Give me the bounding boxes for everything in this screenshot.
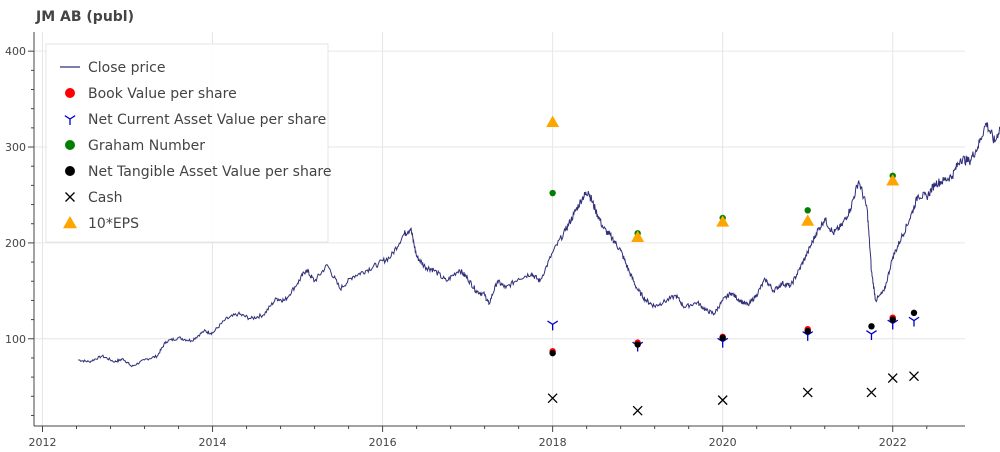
legend-swatch-marker: [65, 192, 75, 202]
y-tick-label: 100: [5, 333, 26, 346]
net-tangible-asset-value-per-share-series: [549, 309, 918, 357]
cash-point: [802, 387, 813, 398]
x-tick-label: 2016: [369, 436, 397, 449]
net-tangible-asset-value-per-share-point: [719, 334, 726, 342]
legend: Close price Book Value per share Net Curre…: [45, 43, 331, 243]
close-price-line: [78, 122, 1000, 368]
net-current-asset-value-per-share-series: [547, 316, 920, 352]
y-tick-label: 200: [5, 237, 26, 250]
legend-item-10-eps: 10*EPS: [63, 216, 139, 232]
10-eps-point: [716, 215, 730, 227]
cash-point: [717, 395, 728, 406]
legend-label: Cash: [88, 190, 123, 206]
net-tangible-asset-value-per-share-point: [634, 341, 641, 348]
legend-item-close-price: Close price: [60, 60, 165, 76]
legend-item-book-value-per-share: Book Value per share: [65, 86, 237, 102]
net-tangible-asset-value-per-share-point: [889, 316, 896, 323]
legend-item-net-current-asset-value-per-share: Net Current Asset Value per share: [64, 112, 326, 128]
legend-item-net-tangible-asset-value-per-share: Net Tangible Asset Value per share: [65, 164, 331, 180]
net-current-asset-value-per-share-point: [866, 330, 877, 340]
cash-point: [547, 393, 558, 404]
legend-label: Close price: [88, 60, 165, 76]
legend-label: Book Value per share: [88, 86, 237, 102]
net-current-asset-value-per-share-point: [887, 319, 899, 330]
legend-box: [45, 43, 329, 243]
net-tangible-asset-value-per-share-point: [549, 349, 556, 357]
x-tick-label: 2012: [29, 436, 57, 449]
cash-point: [909, 371, 919, 382]
10-eps-point: [631, 230, 645, 243]
legend-item-cash: Cash: [65, 190, 123, 206]
legend-label: Net Tangible Asset Value per share: [88, 164, 331, 180]
y-tick-label: 400: [5, 45, 26, 58]
legend-swatch-marker: [64, 115, 76, 125]
x-tick-label: 2014: [199, 436, 227, 449]
legend-label: 10*EPS: [88, 216, 139, 232]
legend-swatch-marker: [65, 166, 75, 176]
cash-series: [547, 371, 919, 416]
cash-point: [866, 387, 877, 398]
net-tangible-asset-value-per-share-point: [868, 323, 875, 330]
legend-swatch-marker: [63, 216, 77, 229]
x-tick-label: 2022: [879, 436, 907, 449]
legend-label: Graham Number: [88, 138, 205, 154]
net-current-asset-value-per-share-point: [547, 320, 559, 331]
10-eps-series: [546, 115, 900, 243]
10-eps-point: [886, 174, 900, 186]
x-tick-label: 2018: [539, 436, 567, 449]
cash-point: [887, 373, 898, 384]
net-current-asset-value-per-share-point: [908, 316, 920, 327]
y-tick-label: 300: [5, 141, 26, 154]
legend-swatch-marker: [65, 88, 75, 98]
legend-item-graham-number: Graham Number: [65, 138, 205, 154]
graham-number-point: [549, 189, 556, 197]
legend-label: Net Current Asset Value per share: [88, 112, 326, 128]
net-tangible-asset-value-per-share-point: [804, 327, 811, 335]
cash-point: [632, 405, 643, 416]
net-current-asset-value-per-share-point: [717, 337, 729, 348]
net-tangible-asset-value-per-share-point: [910, 309, 918, 317]
chart-title: JM AB (publ): [36, 9, 134, 25]
axes: 2012 2014 2016 2018 2020 2022 100 200 300 400: [5, 32, 965, 449]
net-current-asset-value-per-share-point: [802, 331, 814, 341]
graham-number-point: [804, 207, 811, 214]
close-price-series: [78, 122, 1000, 368]
10-eps-point: [801, 214, 815, 226]
legend-swatch-marker: [65, 140, 75, 150]
marker-series: [546, 115, 920, 416]
x-tick-label: 2020: [709, 436, 737, 449]
10-eps-point: [546, 115, 560, 127]
